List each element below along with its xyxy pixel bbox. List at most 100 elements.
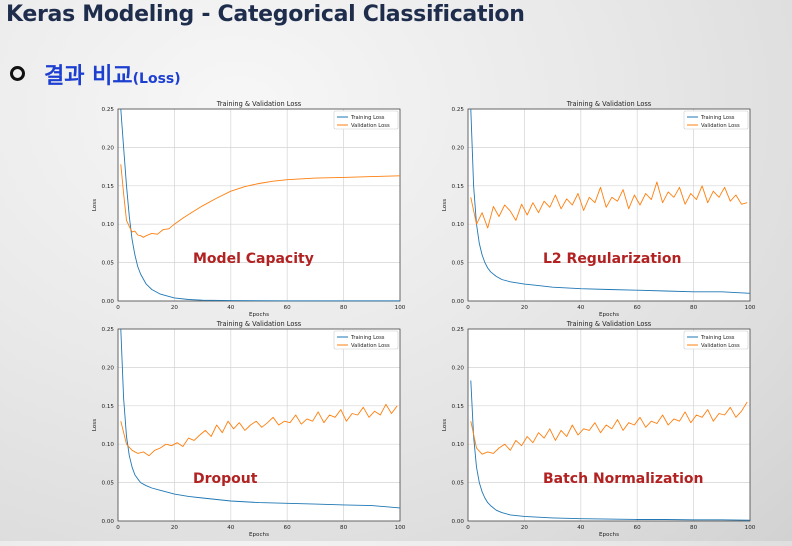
y-tick-label: 0.00 xyxy=(102,299,115,305)
x-tick-label: 80 xyxy=(340,525,348,531)
y-axis-label: Loss xyxy=(442,199,448,211)
series-line-training xyxy=(120,328,401,509)
x-tick-label: 100 xyxy=(745,525,756,531)
chart-annotation: Batch Normalization xyxy=(543,471,704,487)
y-tick-label: 0.00 xyxy=(102,519,115,525)
y-tick-label: 0.20 xyxy=(452,365,465,371)
series-line-training xyxy=(470,108,751,294)
y-tick-label: 0.05 xyxy=(452,261,465,267)
y-tick-label: 0.15 xyxy=(452,404,465,410)
legend-label: Training Loss xyxy=(350,115,385,121)
plot-area xyxy=(118,109,400,301)
chart-svg-0: 0.00 0.05 0.10 0.15 0.20 0.25 0 20 40 60 80 100 Trai… xyxy=(92,100,406,318)
plot-frame xyxy=(117,328,401,522)
x-tick-label: 40 xyxy=(577,305,585,311)
y-tick-label: 0.15 xyxy=(102,404,115,410)
y-tick-label: 0.15 xyxy=(102,184,115,190)
x-tick-label: 80 xyxy=(340,305,348,311)
y-tick-label: 0.05 xyxy=(452,481,465,487)
y-tick-label: 0.15 xyxy=(452,184,465,190)
chart-title: Training & Validation Loss xyxy=(216,320,302,328)
x-tick-label: 60 xyxy=(634,525,642,531)
legend-label: Training Loss xyxy=(350,335,385,341)
y-tick-label: 0.10 xyxy=(452,442,465,448)
chart-annotation: Model Capacity xyxy=(193,251,314,267)
y-tick-label: 0.10 xyxy=(102,442,115,448)
y-tick-label: 0.25 xyxy=(102,327,115,333)
y-tick-label: 0.20 xyxy=(102,365,115,371)
x-tick-label: 40 xyxy=(577,525,585,531)
x-tick-label: 0 xyxy=(466,525,470,531)
series-line-training xyxy=(120,108,400,302)
plot-area xyxy=(468,109,750,301)
y-tick-label: 0.20 xyxy=(102,145,115,151)
legend-box xyxy=(683,110,749,130)
chart-l2-regularization: 0.00 0.05 0.10 0.15 0.20 0.25 0 20 40 60 80 100 Trai… xyxy=(438,95,768,328)
series-line-training xyxy=(470,380,751,521)
page-title: Keras Modeling - Categorical Classificat… xyxy=(6,2,525,27)
legend-label: Training Loss xyxy=(700,335,735,341)
x-tick-label: 20 xyxy=(521,525,529,531)
chart-title: Training & Validation Loss xyxy=(566,320,652,328)
chart-annotation: Dropout xyxy=(193,471,258,487)
subtitle-paren: (Loss) xyxy=(132,71,181,87)
y-tick-label: 0.10 xyxy=(102,222,115,228)
x-tick-label: 40 xyxy=(227,305,235,311)
chart-annotation: L2 Regularization xyxy=(543,251,681,267)
series-line-validation xyxy=(470,401,748,455)
x-tick-label: 80 xyxy=(690,525,698,531)
x-tick-label: 40 xyxy=(227,525,235,531)
chart-svg-1: 0.00 0.05 0.10 0.15 0.20 0.25 0 20 40 60 80 100 Trai… xyxy=(442,100,756,318)
y-tick-label: 0.00 xyxy=(452,519,465,525)
x-axis-label: Epochs xyxy=(249,532,269,538)
series-line-validation xyxy=(120,403,398,457)
x-tick-label: 20 xyxy=(171,525,179,531)
legend-box xyxy=(333,330,399,350)
y-tick-label: 0.20 xyxy=(452,145,465,151)
section-subtitle: 결과 비교(Loss) xyxy=(44,58,181,90)
plot-frame xyxy=(467,108,751,302)
legend-box xyxy=(333,110,399,130)
legend-box xyxy=(683,330,749,350)
chart-svg-3: 0.00 0.05 0.10 0.15 0.20 0.25 0 20 40 60 80 100 Trai… xyxy=(442,320,756,538)
x-tick-label: 0 xyxy=(466,305,470,311)
y-tick-label: 0.25 xyxy=(102,107,115,113)
x-tick-label: 20 xyxy=(521,305,529,311)
x-tick-label: 60 xyxy=(634,305,642,311)
subtitle-korean: 결과 비교 xyxy=(44,64,133,89)
series-line-validation xyxy=(120,164,401,238)
legend-label: Training Loss xyxy=(700,115,735,121)
x-tick-label: 100 xyxy=(395,525,406,531)
legend-label: Validation Loss xyxy=(701,123,740,129)
y-tick-label: 0.05 xyxy=(102,481,115,487)
y-tick-label: 0.00 xyxy=(452,299,465,305)
y-axis-label: Loss xyxy=(92,419,98,431)
chart-dropout: 0.00 0.05 0.10 0.15 0.20 0.25 0 20 40 60 80 100 Trai… xyxy=(88,315,418,546)
y-tick-label: 0.25 xyxy=(452,327,465,333)
plot-area xyxy=(468,329,750,521)
x-axis-label: Epochs xyxy=(249,312,269,318)
x-tick-label: 100 xyxy=(395,305,406,311)
chart-title: Training & Validation Loss xyxy=(216,100,302,108)
chart-title: Training & Validation Loss xyxy=(566,100,652,108)
y-tick-label: 0.25 xyxy=(452,107,465,113)
x-tick-label: 60 xyxy=(284,305,292,311)
x-tick-label: 20 xyxy=(171,305,179,311)
chart-svg-2: 0.00 0.05 0.10 0.15 0.20 0.25 0 20 40 60 80 100 Trai… xyxy=(92,320,406,538)
legend-label: Validation Loss xyxy=(351,343,390,349)
x-axis-label: Epochs xyxy=(599,532,619,538)
x-tick-label: 80 xyxy=(690,305,698,311)
x-tick-label: 60 xyxy=(284,525,292,531)
x-tick-label: 0 xyxy=(116,525,120,531)
legend-label: Validation Loss xyxy=(351,123,390,129)
x-tick-label: 0 xyxy=(116,305,120,311)
y-tick-label: 0.05 xyxy=(102,261,115,267)
y-tick-label: 0.10 xyxy=(452,222,465,228)
y-axis-label: Loss xyxy=(92,199,98,211)
chart-batch-normalization: 0.00 0.05 0.10 0.15 0.20 0.25 0 20 40 60 80 100 Trai… xyxy=(438,315,768,546)
chart-model-capacity: 0.00 0.05 0.10 0.15 0.20 0.25 0 20 40 60 80 100 Trai… xyxy=(88,95,418,328)
plot-frame xyxy=(467,328,751,522)
x-axis-label: Epochs xyxy=(599,312,619,318)
series-line-validation xyxy=(470,181,748,229)
plot-area xyxy=(118,329,400,521)
